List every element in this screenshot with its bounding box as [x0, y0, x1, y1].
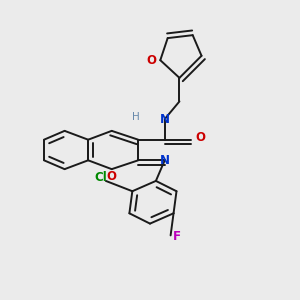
- Text: O: O: [107, 170, 117, 183]
- Text: N: N: [160, 112, 170, 126]
- Text: O: O: [146, 54, 157, 67]
- Text: N: N: [160, 154, 170, 167]
- Text: Cl: Cl: [94, 172, 107, 184]
- Text: H: H: [132, 112, 140, 122]
- Text: F: F: [173, 230, 181, 243]
- Text: O: O: [195, 131, 205, 144]
